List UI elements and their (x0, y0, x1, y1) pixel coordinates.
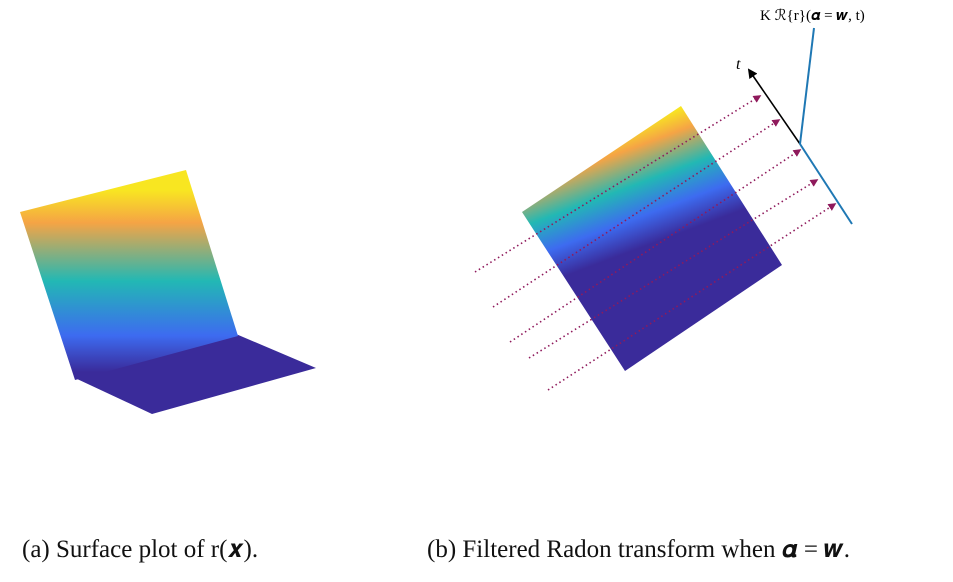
ray-5 (547, 203, 837, 391)
ray-1 (474, 95, 762, 273)
projection-rays (474, 95, 837, 391)
caption-b: (b) Filtered Radon transform when 𝜶 = 𝒘. (427, 536, 850, 563)
t-axis-arrow (747, 68, 801, 145)
radon-transform-curve (799, 27, 815, 145)
t-axis-line (799, 143, 853, 225)
surface-wall (20, 170, 238, 380)
transform-label: K ℛ{r}(𝜶 = 𝒘, t) (760, 8, 865, 24)
caption-a: (a) Surface plot of r(𝒙). (22, 536, 259, 563)
radon-panel-b: t K ℛ{r}(𝜶 = 𝒘, t) (474, 8, 865, 391)
surface-plot-a (20, 170, 316, 414)
t-axis-label: t (736, 56, 741, 73)
surface-floor (75, 334, 316, 414)
rotated-surface (522, 106, 782, 371)
ray-2 (492, 119, 781, 308)
